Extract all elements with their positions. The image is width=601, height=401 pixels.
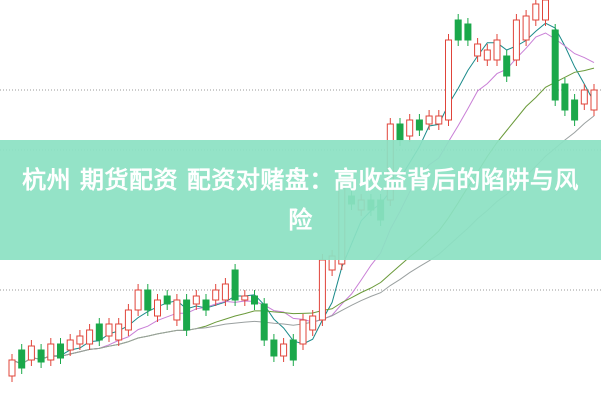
candle-body [435, 115, 443, 125]
candle-body [318, 259, 326, 321]
candle-body [415, 119, 423, 131]
candle-body [115, 323, 123, 341]
candle-body [163, 295, 171, 305]
candle-body [192, 295, 200, 305]
candle-body [27, 345, 35, 361]
candle-body [406, 119, 414, 137]
candle-body [212, 289, 220, 301]
candle-body [76, 335, 84, 345]
candle-body [251, 295, 258, 305]
candle-body [571, 99, 579, 121]
candle-body [144, 289, 152, 311]
candle-body [396, 123, 404, 141]
candle-body [542, 0, 549, 21]
candle-body [260, 303, 268, 341]
candle-body [86, 329, 94, 345]
candle-body [37, 349, 45, 363]
candle-body [483, 49, 491, 61]
candle-body [270, 339, 278, 357]
candle-body [425, 115, 433, 125]
candle-body [66, 339, 74, 351]
candle-body [154, 299, 161, 317]
candle-body [202, 299, 210, 311]
candle-body [57, 343, 64, 359]
candle-body [522, 15, 530, 41]
candle-body [105, 323, 113, 337]
candle-body [309, 315, 317, 331]
candle-body [551, 29, 559, 101]
candle-body [173, 299, 181, 321]
candle-body [464, 23, 472, 41]
candle-body [445, 39, 452, 121]
candle-body [95, 323, 103, 341]
candle-body [47, 343, 55, 361]
candle-body [183, 299, 191, 331]
candle-body [503, 55, 511, 77]
candle-body [493, 39, 501, 61]
candle-body [18, 349, 26, 369]
candle-body [124, 309, 132, 331]
candle-body [221, 283, 229, 301]
candle-body [454, 19, 462, 41]
title-banner: 杭州 期货配资 配资对赌盘：高收益背后的陷阱与风险 [0, 140, 601, 260]
candle-body [289, 339, 297, 361]
candle-body [474, 43, 482, 57]
candle-body [241, 295, 249, 301]
candle-body [532, 3, 540, 21]
candle-body [590, 89, 598, 111]
candle-body [512, 19, 520, 61]
candle-body [280, 343, 288, 357]
candle-body [8, 359, 16, 377]
article-title: 杭州 期货配资 配资对赌盘：高收益背后的陷阱与风险 [22, 166, 579, 234]
candle-body [134, 289, 142, 311]
candle-body [561, 83, 569, 111]
candle-body [231, 269, 239, 301]
candle-body [580, 89, 588, 105]
candle-body [299, 319, 307, 345]
